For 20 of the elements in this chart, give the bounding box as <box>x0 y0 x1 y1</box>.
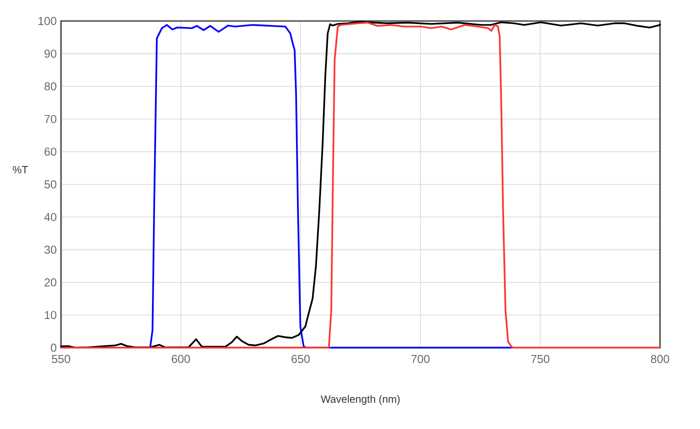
y-tick-label: 60 <box>44 148 56 156</box>
y-tick-label: 80 <box>44 82 56 90</box>
x-tick-label: 800 <box>650 354 670 364</box>
x-tick-label: 550 <box>52 354 70 364</box>
y-tick-label: 70 <box>44 114 56 124</box>
x-tick-label: 600 <box>172 354 190 364</box>
y-tick-label: 100 <box>38 16 56 26</box>
x-tick-label: 700 <box>411 354 430 364</box>
y-tick-label: 40 <box>44 212 56 222</box>
y-tick-label: 10 <box>44 310 56 320</box>
x-tick-label: 750 <box>531 354 550 364</box>
y-tick-label: 90 <box>44 50 56 58</box>
x-axis-title: Wavelength (nm) <box>320 395 400 405</box>
x-tick-label: 650 <box>292 354 310 364</box>
y-tick-label: 0 <box>50 344 56 352</box>
y-tick-label: 50 <box>44 180 56 188</box>
line-series <box>149 24 512 349</box>
y-axis-title: %T <box>12 166 28 174</box>
y-tick-label: 30 <box>44 246 56 254</box>
y-tick-label: 20 <box>44 278 56 286</box>
